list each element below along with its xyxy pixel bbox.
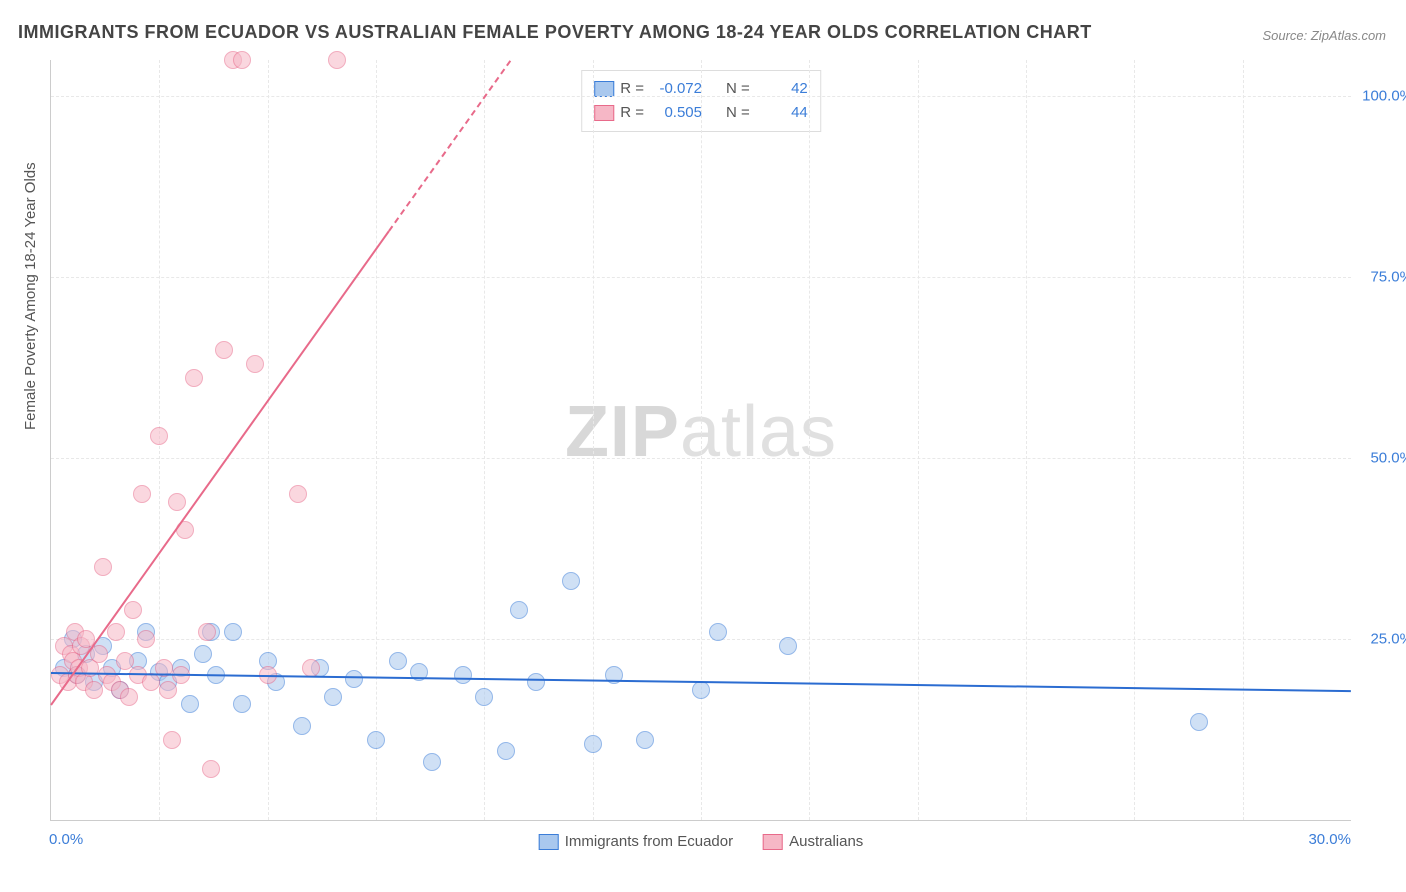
data-point-ecuador: [233, 695, 251, 713]
legend-item-ecuador: Immigrants from Ecuador: [539, 833, 733, 850]
legend-series-label: Australians: [789, 833, 863, 850]
data-point-australians: [163, 731, 181, 749]
series-legend: Immigrants from Ecuador Australians: [539, 833, 864, 850]
y-axis-label: Female Poverty Among 18-24 Year Olds: [22, 162, 39, 430]
trend-line: [50, 231, 390, 706]
data-point-australians: [215, 341, 233, 359]
data-point-ecuador: [475, 688, 493, 706]
gridline-vertical: [701, 60, 702, 820]
y-tick-label: 75.0%: [1370, 269, 1406, 286]
y-tick-label: 50.0%: [1370, 450, 1406, 467]
data-point-australians: [142, 673, 160, 691]
data-point-ecuador: [423, 753, 441, 771]
data-point-australians: [168, 493, 186, 511]
data-point-australians: [159, 681, 177, 699]
data-point-australians: [302, 659, 320, 677]
data-point-australians: [328, 51, 346, 69]
legend-r-label: R =: [620, 77, 644, 101]
gridline-vertical: [268, 60, 269, 820]
y-tick-label: 100.0%: [1362, 88, 1406, 105]
data-point-australians: [137, 630, 155, 648]
legend-n-value: 42: [756, 77, 808, 101]
data-point-ecuador: [293, 717, 311, 735]
data-point-australians: [133, 485, 151, 503]
data-point-ecuador: [584, 735, 602, 753]
gridline-vertical: [1134, 60, 1135, 820]
gridline-vertical: [593, 60, 594, 820]
legend-n-label: N =: [726, 101, 750, 125]
data-point-australians: [150, 427, 168, 445]
data-point-ecuador: [389, 652, 407, 670]
data-point-australians: [94, 558, 112, 576]
gridline-vertical: [1243, 60, 1244, 820]
data-point-ecuador: [454, 666, 472, 684]
data-point-ecuador: [779, 637, 797, 655]
chart-title: IMMIGRANTS FROM ECUADOR VS AUSTRALIAN FE…: [18, 22, 1092, 43]
legend-swatch: [594, 81, 614, 97]
y-tick-label: 25.0%: [1370, 631, 1406, 648]
data-point-ecuador: [345, 670, 363, 688]
gridline-vertical: [376, 60, 377, 820]
gridline-vertical: [484, 60, 485, 820]
legend-series-label: Immigrants from Ecuador: [565, 833, 733, 850]
data-point-australians: [85, 681, 103, 699]
x-tick-label: 0.0%: [49, 831, 83, 848]
data-point-ecuador: [1190, 713, 1208, 731]
data-point-australians: [246, 355, 264, 373]
data-point-ecuador: [709, 623, 727, 641]
legend-swatch: [763, 834, 783, 850]
data-point-ecuador: [324, 688, 342, 706]
data-point-australians: [185, 369, 203, 387]
data-point-ecuador: [527, 673, 545, 691]
legend-n-label: N =: [726, 77, 750, 101]
data-point-australians: [202, 760, 220, 778]
data-point-australians: [198, 623, 216, 641]
legend-r-value: 0.505: [650, 101, 702, 125]
legend-item-australians: Australians: [763, 833, 863, 850]
legend-n-value: 44: [756, 101, 808, 125]
gridline-vertical: [918, 60, 919, 820]
source-attribution: Source: ZipAtlas.com: [1262, 28, 1386, 43]
data-point-australians: [289, 485, 307, 503]
gridline-vertical: [1026, 60, 1027, 820]
data-point-australians: [233, 51, 251, 69]
data-point-australians: [124, 601, 142, 619]
data-point-ecuador: [367, 731, 385, 749]
legend-r-label: R =: [620, 101, 644, 125]
data-point-ecuador: [194, 645, 212, 663]
gridline-vertical: [809, 60, 810, 820]
data-point-australians: [116, 652, 134, 670]
legend-r-value: -0.072: [650, 77, 702, 101]
data-point-australians: [120, 688, 138, 706]
data-point-ecuador: [636, 731, 654, 749]
trend-line: [388, 60, 511, 231]
x-tick-label: 30.0%: [1308, 831, 1351, 848]
legend-swatch: [539, 834, 559, 850]
data-point-ecuador: [181, 695, 199, 713]
scatter-chart: ZIPatlas R =-0.072N =42R =0.505N =44 Imm…: [50, 60, 1351, 821]
data-point-ecuador: [562, 572, 580, 590]
data-point-ecuador: [692, 681, 710, 699]
data-point-ecuador: [224, 623, 242, 641]
data-point-ecuador: [497, 742, 515, 760]
data-point-ecuador: [510, 601, 528, 619]
legend-swatch: [594, 105, 614, 121]
data-point-australians: [107, 623, 125, 641]
